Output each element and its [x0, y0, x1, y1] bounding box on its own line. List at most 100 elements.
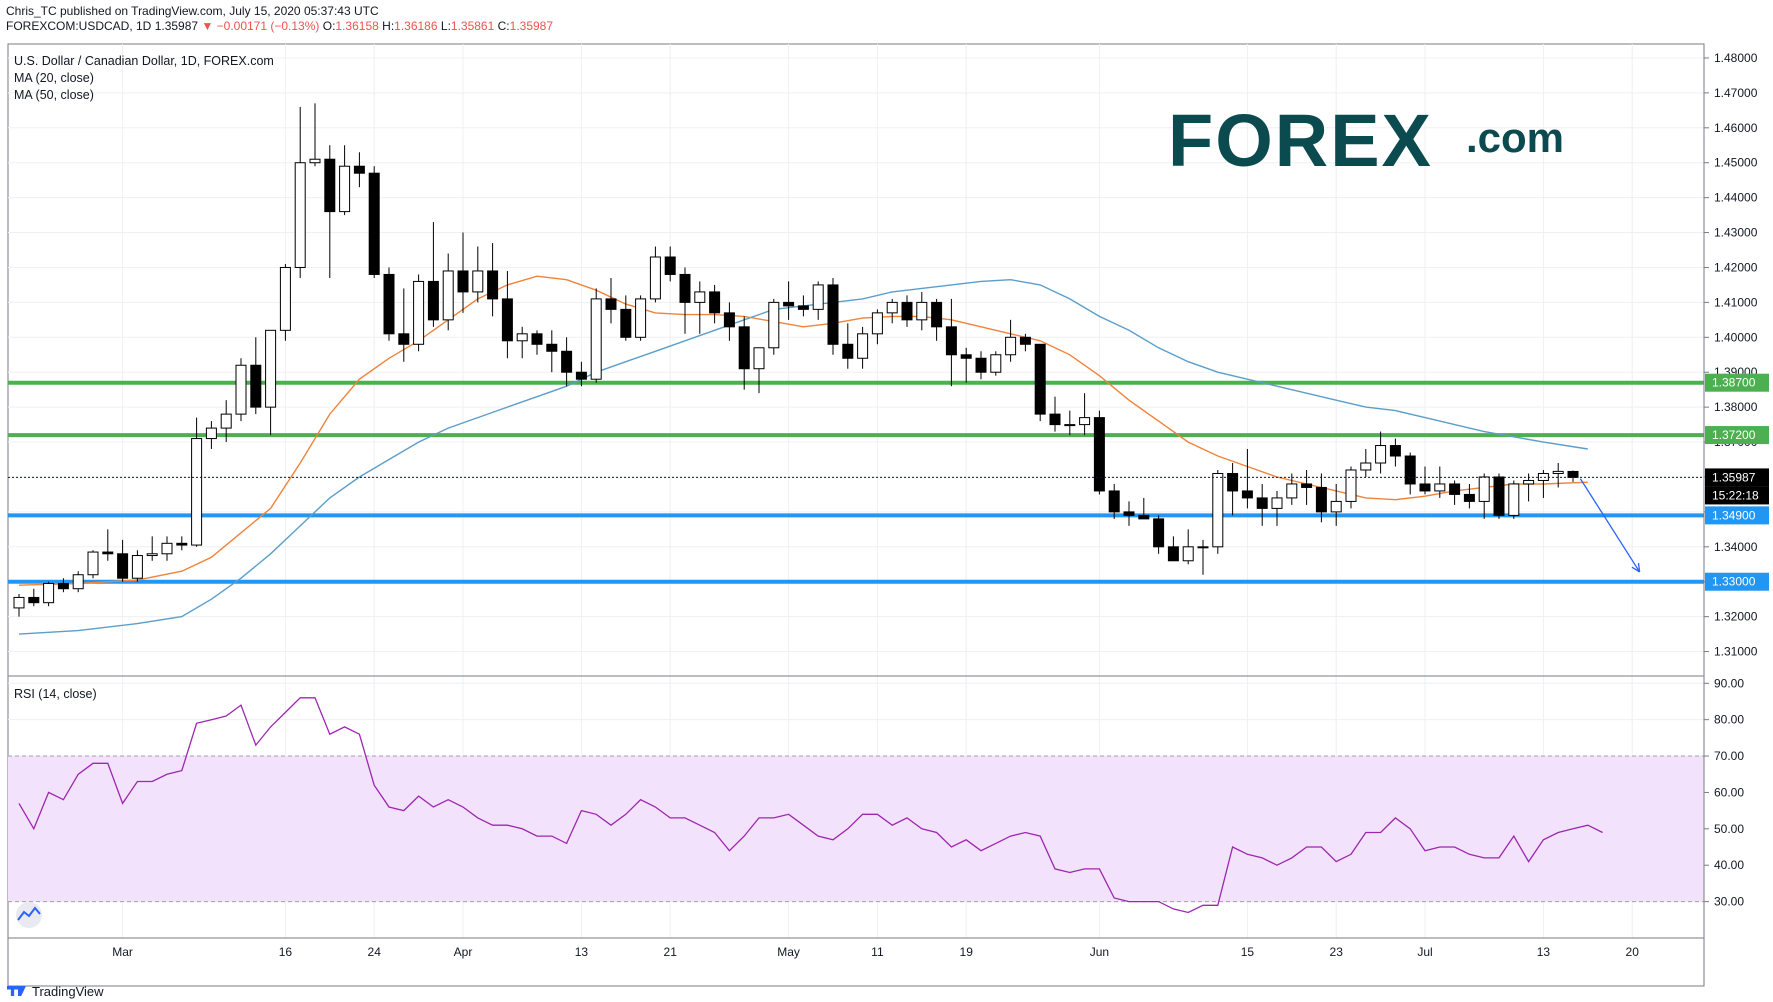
candle-body	[309, 158, 321, 164]
candle	[783, 281, 795, 320]
rsi-band	[8, 756, 1704, 902]
price-tick-label: 1.45000	[1714, 156, 1758, 170]
candle-body	[294, 162, 306, 268]
candle	[694, 281, 706, 334]
candle	[1330, 483, 1342, 526]
candle	[945, 298, 957, 387]
close-label: C:	[497, 19, 510, 33]
candle	[309, 103, 321, 167]
candle-body	[1345, 469, 1357, 502]
candle-body	[901, 301, 913, 321]
candle-body	[531, 333, 543, 345]
candle-body	[590, 298, 602, 380]
candle-body	[620, 308, 632, 338]
candle	[1552, 463, 1564, 488]
candle-body	[1478, 476, 1490, 502]
level-badge	[1705, 373, 1769, 392]
candle	[1005, 319, 1017, 362]
candle-body	[324, 158, 336, 213]
candle	[531, 330, 543, 355]
price-tick-label: 1.41000	[1714, 295, 1758, 309]
candle-body	[265, 329, 277, 408]
candle	[1286, 473, 1298, 505]
chart-settings-icon[interactable]	[16, 902, 42, 928]
candle	[664, 246, 676, 282]
price-tick-label: 1.40000	[1714, 330, 1758, 344]
price-tick-label: 1.38000	[1714, 400, 1758, 414]
candle-body	[13, 596, 25, 609]
candle	[620, 295, 632, 341]
candle	[191, 417, 203, 547]
candle	[812, 281, 824, 320]
candle	[768, 298, 780, 355]
candle	[117, 539, 129, 582]
candle	[220, 400, 232, 443]
candle	[161, 536, 173, 561]
level-lines	[8, 380, 1704, 584]
candle-body	[1523, 479, 1535, 485]
forex-logo-suffix: .com	[1466, 114, 1564, 161]
candle-body	[427, 280, 439, 321]
candle	[1419, 466, 1431, 495]
candle-body	[738, 326, 750, 370]
candle	[72, 571, 84, 593]
candle	[368, 166, 380, 278]
candle	[43, 581, 55, 607]
candle	[1079, 393, 1091, 436]
candle-body	[990, 354, 1002, 373]
level-badge-label: 1.33000	[1712, 575, 1756, 589]
candle	[679, 267, 691, 334]
level-badge	[1705, 426, 1769, 445]
candle-body	[1079, 417, 1091, 426]
rsi-tick-label: 60.00	[1714, 785, 1744, 799]
symbol-label: FOREXCOM:USDCAD, 1D	[6, 19, 152, 33]
forex-logo-text: FOREX	[1168, 99, 1433, 182]
candle-body	[797, 305, 809, 310]
candle	[635, 295, 647, 341]
candle-body	[812, 284, 824, 310]
candle	[561, 337, 573, 387]
legend-ma50: MA (50, close)	[14, 88, 94, 102]
price-tick-label: 1.48000	[1714, 51, 1758, 65]
rsi-axis: 90.00 80.00 70.00 60.00 50.00 40.00 30.00	[1704, 676, 1744, 909]
time-tick-label: Mar	[112, 945, 133, 959]
candle-body	[1360, 462, 1372, 471]
time-tick-label: Apr	[454, 945, 473, 959]
candle-body	[1271, 497, 1283, 509]
candle-body	[694, 291, 706, 303]
candle-body	[827, 284, 839, 345]
candle-body	[605, 298, 617, 310]
legend-rsi: RSI (14, close)	[14, 687, 97, 701]
candle	[1123, 501, 1135, 526]
candle-body	[102, 551, 114, 555]
level-badge	[1705, 572, 1769, 591]
candle	[1153, 515, 1165, 554]
candle-body	[1508, 483, 1520, 516]
publisher-line: Chris_TC published on TradingView.com, J…	[6, 4, 379, 18]
price-axis: 1.48000 1.47000 1.46000 1.45000 1.44000 1.430…	[1704, 51, 1758, 659]
candle	[575, 361, 587, 387]
candle	[1197, 539, 1209, 575]
candle-body	[1389, 445, 1401, 457]
last-price-badge	[1705, 468, 1769, 487]
candle	[1212, 469, 1224, 554]
time-tick-label: May	[777, 945, 800, 959]
candle-body	[1419, 483, 1431, 492]
time-tick-label: 24	[368, 945, 382, 959]
candle	[1315, 473, 1327, 523]
candle	[1182, 529, 1194, 565]
candle-body	[886, 301, 898, 314]
rsi-line	[18, 697, 1603, 914]
candle	[398, 288, 410, 362]
level-badge-label: 1.37200	[1712, 428, 1756, 442]
tradingview-footer[interactable]: TradingView	[6, 980, 104, 1002]
candle-body	[1138, 514, 1150, 520]
candle-body	[635, 298, 647, 338]
change-value: ▼ −0.00171 (−0.13%)	[201, 19, 320, 33]
candle	[57, 578, 69, 593]
candle-body	[1108, 490, 1120, 513]
level-badge-label: 1.38700	[1712, 376, 1756, 390]
candle	[931, 298, 943, 341]
time-tick-label: 13	[575, 945, 589, 959]
